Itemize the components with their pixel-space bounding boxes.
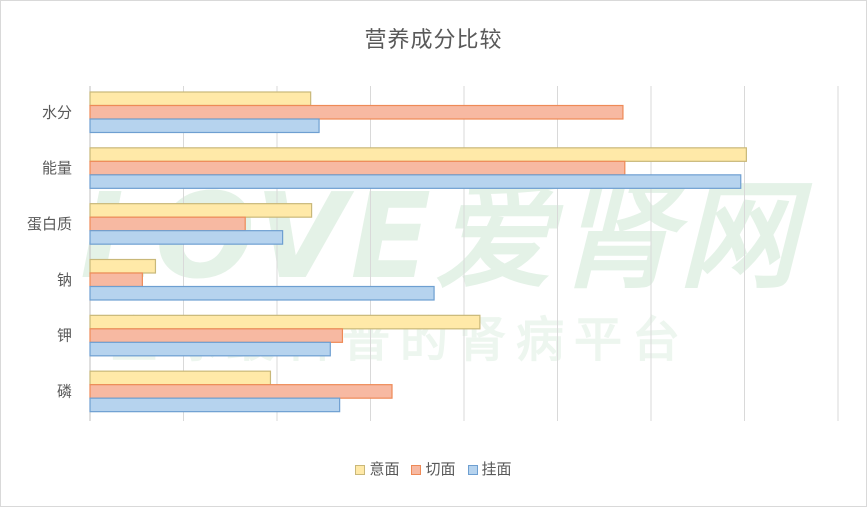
legend-swatch	[411, 464, 422, 475]
bar-意面-能量	[89, 147, 747, 162]
bar-挂面-钠	[89, 285, 435, 301]
bar-挂面-蛋白质	[89, 230, 284, 245]
bar-切面-能量	[89, 160, 626, 176]
category-label: 蛋白质	[27, 215, 72, 233]
bar-意面-钾	[89, 314, 481, 330]
bar-切面-磷	[89, 384, 393, 399]
bar-切面-钾	[89, 328, 344, 343]
legend-label: 意面	[369, 460, 400, 478]
bar-切面-水分	[89, 104, 624, 120]
legend-swatch	[355, 464, 366, 475]
bar-挂面-能量	[89, 174, 742, 189]
bar-意面-蛋白质	[89, 203, 313, 218]
bar-挂面-水分	[89, 118, 320, 134]
legend-label: 挂面	[481, 460, 512, 478]
bar-意面-钠	[89, 258, 157, 274]
category-label: 能量	[42, 159, 72, 177]
bar-切面-钠	[89, 272, 143, 288]
category-label: 钠	[57, 271, 72, 289]
bar-挂面-磷	[89, 397, 341, 413]
chart-title: 营养成分比较	[364, 28, 503, 53]
legend-label: 切面	[425, 460, 456, 478]
category-label: 水分	[42, 103, 72, 121]
bar-意面-磷	[89, 370, 272, 386]
legend-item: 挂面	[467, 458, 512, 479]
legend-swatch	[467, 464, 478, 475]
bar-切面-蛋白质	[89, 216, 246, 232]
chart-legend: 意面 切面 挂面	[0, 458, 867, 479]
legend-item: 切面	[411, 458, 456, 479]
legend-item: 意面	[355, 458, 399, 479]
category-label: 磷	[57, 382, 72, 400]
category-label: 钾	[57, 327, 72, 345]
bar-挂面-钾	[89, 341, 331, 357]
bar-意面-水分	[89, 91, 312, 107]
